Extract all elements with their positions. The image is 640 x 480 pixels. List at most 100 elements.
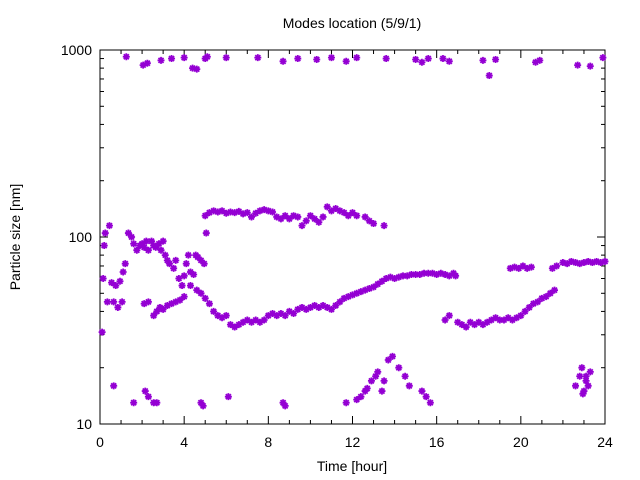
data-point [593,257,601,265]
data-point [121,260,129,268]
data-point [306,212,314,220]
data-point [235,207,243,215]
data-point [599,54,607,62]
data-point [601,257,609,265]
data-point [140,300,148,308]
data-point [496,316,504,324]
data-point [200,260,208,268]
data-point [582,377,590,385]
data-point [574,61,582,69]
data-point [114,303,122,311]
data-point [580,259,588,267]
x-axis-ticks [99,50,606,424]
data-point [380,222,388,230]
data-point [412,271,420,279]
data-point [98,328,106,336]
data-point [302,305,310,313]
data-point [586,368,594,376]
y-axis-label: Particle size [nm] [7,184,23,291]
data-point [323,303,331,311]
data-point [243,316,251,324]
x-axis-label: Time [hour] [317,458,387,474]
data-point [576,260,584,268]
data-point [189,64,197,72]
data-point [361,213,369,221]
data-point [165,260,173,268]
data-point [420,269,428,277]
data-point [357,288,365,296]
data-point [353,396,361,404]
data-point [361,286,369,294]
data-point [178,282,186,290]
data-point [374,368,382,376]
data-point [521,307,529,315]
data-point [344,212,352,220]
data-point [256,318,264,326]
data-point [110,298,118,306]
data-point [112,282,120,290]
data-point [586,62,594,70]
data-point [395,364,403,372]
data-point [349,291,356,299]
data-point [143,59,151,67]
data-point [182,260,190,268]
data-point [311,215,319,223]
data-point [370,220,378,228]
data-point [281,402,289,410]
data-point [163,256,171,264]
data-point [202,229,210,237]
data-point [285,215,293,223]
data-point [548,264,556,272]
data-point [159,237,167,245]
data-point [342,399,350,407]
data-point [492,314,500,322]
data-point [190,271,198,279]
data-point [532,58,540,66]
data-point [542,293,550,301]
data-point [218,314,226,322]
data-point [374,280,382,288]
data-point [222,312,230,320]
data-point [353,289,361,297]
data-point [572,259,580,267]
data-point [201,294,209,302]
data-point [168,55,176,63]
data-point [122,53,130,61]
x-tick-label: 4 [180,434,188,450]
data-point [479,321,487,329]
data-point [365,285,373,293]
data-point [391,274,399,282]
data-point [378,277,386,285]
data-point [118,298,126,306]
data-point [186,282,194,290]
data-point [416,271,424,279]
data-point [193,286,201,294]
data-point [199,402,207,410]
data-point [302,217,310,225]
data-point [382,55,390,63]
y-axis-tick-labels: 10 100 1000 [61,42,92,432]
data-point [479,56,487,64]
data-point [152,243,160,251]
data-point [170,264,178,272]
data-point [551,286,558,294]
data-point [130,240,138,248]
data-point [424,269,432,277]
data-point [462,323,470,331]
data-point [567,257,575,265]
data-point [101,229,109,237]
data-point [508,316,516,324]
data-point [235,321,243,329]
data-point [395,273,403,281]
data-point [370,283,378,291]
data-point [153,399,161,407]
data-point [378,387,386,395]
data-point [124,229,132,237]
data-point [525,303,533,311]
data-point [582,372,590,380]
data-point [363,384,371,392]
data-point [197,289,205,297]
data-point [180,54,188,62]
data-point [168,300,176,308]
